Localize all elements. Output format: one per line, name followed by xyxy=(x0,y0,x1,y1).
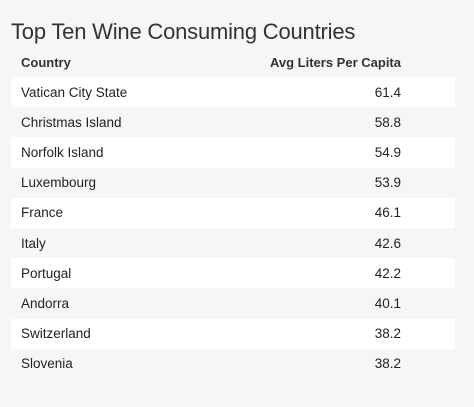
value-cell: 42.2 xyxy=(374,265,401,281)
country-cell: Switzerland xyxy=(21,326,91,342)
country-cell: Italy xyxy=(21,235,46,251)
table-row: Slovenia 38.2 xyxy=(11,348,455,379)
country-cell: Portugal xyxy=(21,265,72,281)
column-header-country: Country xyxy=(21,54,71,70)
country-cell: Norfolk Island xyxy=(21,144,104,160)
table-row: Norfolk Island 54.9 xyxy=(11,137,455,168)
value-cell: 42.6 xyxy=(374,235,401,251)
table-row: Italy 42.6 xyxy=(11,227,455,259)
country-cell: Christmas Island xyxy=(21,114,122,130)
page-title: Top Ten Wine Consuming Countries xyxy=(11,19,356,44)
value-cell: 53.9 xyxy=(374,175,401,191)
table-row: Switzerland 38.2 xyxy=(11,318,455,349)
country-cell: Luxembourg xyxy=(21,175,97,191)
wine-consumption-table: Country Avg Liters Per Capita Vatican Ci… xyxy=(11,47,455,379)
country-cell: Vatican City State xyxy=(21,84,128,100)
value-cell: 46.1 xyxy=(374,205,401,221)
value-cell: 58.8 xyxy=(374,114,401,130)
table-header-row: Country Avg Liters Per Capita xyxy=(11,47,455,77)
value-cell: 38.2 xyxy=(374,326,401,342)
table-row: France 46.1 xyxy=(11,197,455,228)
value-cell: 38.2 xyxy=(374,356,401,372)
value-cell: 61.4 xyxy=(374,84,401,100)
country-cell: Andorra xyxy=(21,295,70,311)
table-row: Vatican City State 61.4 xyxy=(11,77,455,108)
country-cell: France xyxy=(21,205,64,221)
country-cell: Slovenia xyxy=(21,356,73,372)
table-row: Christmas Island 58.8 xyxy=(11,107,455,138)
table-row: Luxembourg 53.9 xyxy=(11,167,455,198)
table-row: Andorra 40.1 xyxy=(11,288,455,319)
value-cell: 40.1 xyxy=(374,295,401,311)
column-header-avg-liters: Avg Liters Per Capita xyxy=(269,54,401,70)
value-cell: 54.9 xyxy=(374,144,401,160)
table-row: Portugal 42.2 xyxy=(11,258,455,289)
